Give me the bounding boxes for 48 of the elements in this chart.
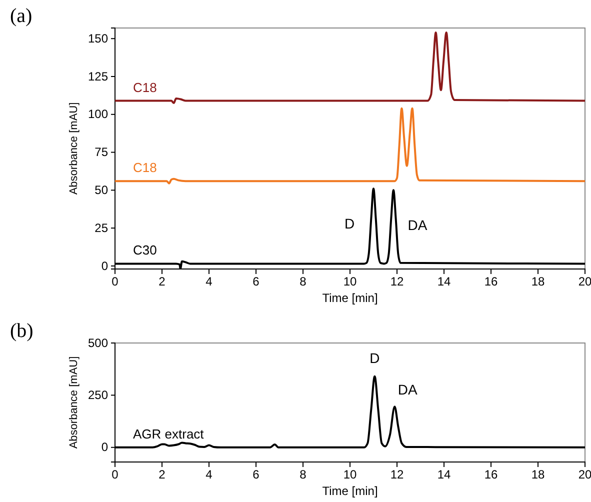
x-tick-label: 8 xyxy=(300,468,307,482)
y-tick-label: 100 xyxy=(88,107,108,122)
x-tick-label: 12 xyxy=(390,468,404,482)
x-tick-label: 20 xyxy=(578,468,591,482)
x-tick-label: 12 xyxy=(390,274,404,289)
series-label: C30 xyxy=(133,242,157,258)
x-axis-title: Time [min] xyxy=(322,484,378,498)
x-tick-label: 2 xyxy=(158,274,166,289)
y-tick-label: 250 xyxy=(88,388,108,402)
annotation: DA xyxy=(398,381,418,398)
y-tick-label: 0 xyxy=(101,258,108,273)
x-tick-label: 4 xyxy=(206,468,213,482)
x-tick-label: 18 xyxy=(531,468,545,482)
annotation: DA xyxy=(408,216,428,233)
x-tick-label: 0 xyxy=(112,468,119,482)
annotation: D xyxy=(370,350,380,366)
series-label: C18 xyxy=(133,160,157,176)
x-tick-label: 10 xyxy=(343,468,357,482)
series-label: C18 xyxy=(133,80,157,95)
x-tick-label: 6 xyxy=(252,274,260,289)
y-axis-title: Absorbance [mAU] xyxy=(68,356,80,449)
y-tick-label: 75 xyxy=(94,145,108,160)
y-tick-label: 500 xyxy=(88,336,108,350)
line-series xyxy=(115,107,585,184)
y-axis-title: Absorbance [mAU] xyxy=(68,102,80,195)
x-tick-label: 6 xyxy=(252,468,260,482)
x-tick-label: 4 xyxy=(206,274,213,289)
y-tick-label: 125 xyxy=(88,69,108,84)
series-label: AGR extract xyxy=(133,426,204,442)
y-tick-label: 150 xyxy=(88,31,108,46)
chart-title: (b) xyxy=(10,320,34,342)
x-tick-label: 20 xyxy=(578,274,591,289)
x-tick-label: 0 xyxy=(112,274,119,289)
y-tick-label: 25 xyxy=(94,220,108,235)
x-axis-title: Time [min] xyxy=(322,291,378,305)
x-tick-label: 14 xyxy=(437,468,451,482)
y-tick-label: 0 xyxy=(101,440,108,454)
x-tick-label: 14 xyxy=(437,274,451,289)
y-tick-label: 50 xyxy=(94,183,108,198)
x-tick-label: 18 xyxy=(531,274,545,289)
chart-title: (a) xyxy=(10,5,32,27)
x-tick-label: 8 xyxy=(300,274,307,289)
x-tick-label: 16 xyxy=(484,274,498,289)
x-tick-label: 16 xyxy=(484,468,498,482)
x-tick-label: 2 xyxy=(158,468,166,482)
line-series xyxy=(115,32,585,104)
annotation: D xyxy=(344,215,355,232)
x-tick-label: 10 xyxy=(343,274,357,289)
